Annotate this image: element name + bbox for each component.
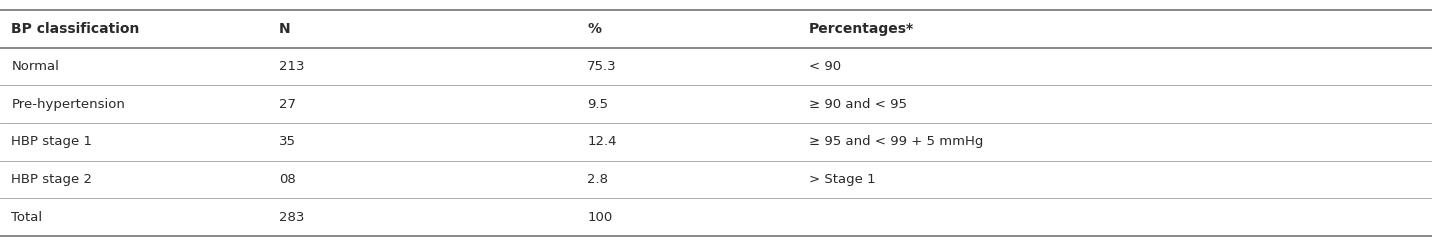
Text: > Stage 1: > Stage 1: [809, 173, 876, 186]
Text: %: %: [587, 22, 601, 36]
Text: BP classification: BP classification: [11, 22, 140, 36]
Text: HBP stage 1: HBP stage 1: [11, 135, 93, 148]
Text: ≥ 95 and < 99 + 5 mmHg: ≥ 95 and < 99 + 5 mmHg: [809, 135, 984, 148]
Text: 283: 283: [279, 211, 305, 224]
Text: Pre-hypertension: Pre-hypertension: [11, 98, 126, 111]
Text: 9.5: 9.5: [587, 98, 609, 111]
Text: 213: 213: [279, 60, 305, 73]
Text: Normal: Normal: [11, 60, 59, 73]
Text: 35: 35: [279, 135, 296, 148]
Text: N: N: [279, 22, 291, 36]
Text: 2.8: 2.8: [587, 173, 609, 186]
Text: Total: Total: [11, 211, 43, 224]
Text: 100: 100: [587, 211, 613, 224]
Text: 75.3: 75.3: [587, 60, 617, 73]
Text: 08: 08: [279, 173, 296, 186]
Text: Percentages*: Percentages*: [809, 22, 914, 36]
Text: 12.4: 12.4: [587, 135, 617, 148]
Text: ≥ 90 and < 95: ≥ 90 and < 95: [809, 98, 906, 111]
Text: 27: 27: [279, 98, 296, 111]
Text: < 90: < 90: [809, 60, 841, 73]
Text: HBP stage 2: HBP stage 2: [11, 173, 93, 186]
